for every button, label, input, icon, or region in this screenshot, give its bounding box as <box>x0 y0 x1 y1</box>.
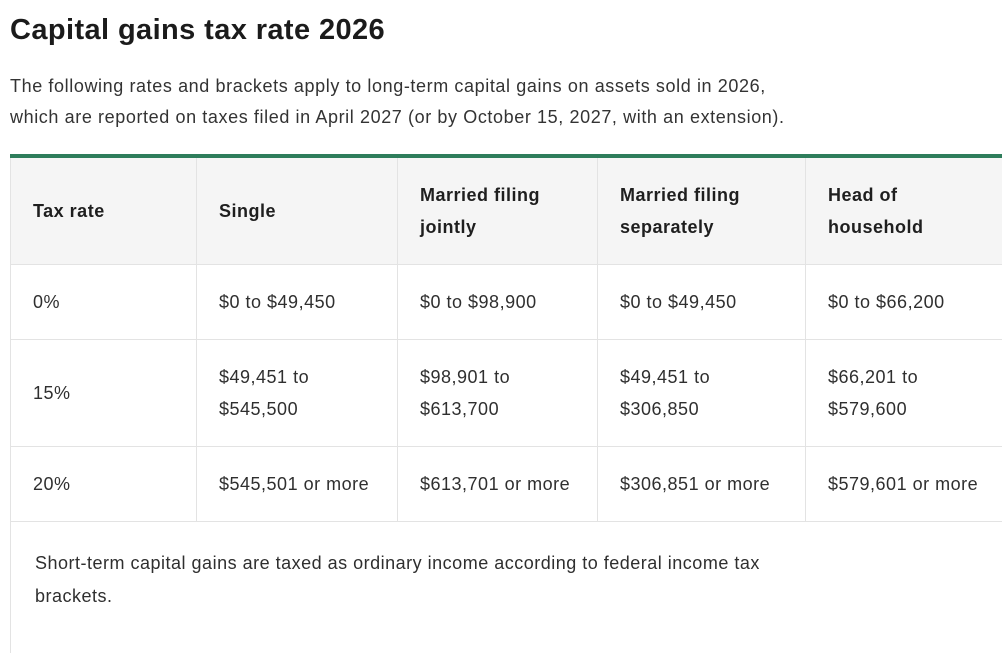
cell-married-jointly: $98,901 to $613,700 <box>397 339 598 447</box>
cell-married-jointly: $0 to $98,900 <box>397 264 598 340</box>
cell-single: $0 to $49,450 <box>196 264 398 340</box>
table-footnote: Short-term capital gains are taxed as or… <box>11 522 1002 654</box>
cell-head-of-household: $579,601 or more <box>805 446 1002 522</box>
footnote-line: brackets. <box>35 586 113 606</box>
cell-head-of-household: $0 to $66,200 <box>805 264 1002 340</box>
intro-line: which are reported on taxes filed in Apr… <box>10 107 785 127</box>
table-row: 20% $545,501 or more $613,701 or more $3… <box>10 446 1002 522</box>
cell-married-separately: $49,451 to $306,850 <box>597 339 806 447</box>
col-header-married-jointly: Married filing jointly <box>397 156 598 265</box>
cell-head-of-household: $66,201 to $579,600 <box>805 339 1002 447</box>
intro-line: The following rates and brackets apply t… <box>10 76 766 96</box>
cell-married-separately: $0 to $49,450 <box>597 264 806 340</box>
cell-married-separately: $306,851 or more <box>597 446 806 522</box>
table-footnote-row: Short-term capital gains are taxed as or… <box>11 522 1002 654</box>
footnote-line: Short-term capital gains are taxed as or… <box>35 553 760 573</box>
cell-single: $49,451 to $545,500 <box>196 339 398 447</box>
col-header-head-of-household: Head of household <box>805 156 1002 265</box>
page-title: Capital gains tax rate 2026 <box>10 14 386 46</box>
table-row: 0% $0 to $49,450 $0 to $98,900 $0 to $49… <box>10 264 1002 340</box>
header-row: Tax rate Single Married filing jointly M… <box>10 156 1002 265</box>
cell-married-jointly: $613,701 or more <box>397 446 598 522</box>
table-header: Tax rate Single Married filing jointly M… <box>10 156 1002 265</box>
cell-rate: 15% <box>10 339 197 447</box>
capital-gains-tax-table: Tax rate Single Married filing jointly M… <box>10 154 1002 653</box>
tax-table-container: Tax rate Single Married filing jointly M… <box>10 154 1002 653</box>
cell-single: $545,501 or more <box>196 446 398 522</box>
table-row: 15% $49,451 to $545,500 $98,901 to $613,… <box>10 339 1002 447</box>
cell-rate: 0% <box>10 264 197 340</box>
col-header-single: Single <box>196 156 398 265</box>
col-header-married-separately: Married filing separately <box>597 156 806 265</box>
table-body: 0% $0 to $49,450 $0 to $98,900 $0 to $49… <box>10 264 1002 654</box>
cell-rate: 20% <box>10 446 197 522</box>
col-header-tax-rate: Tax rate <box>10 156 197 265</box>
intro-paragraph: The following rates and brackets apply t… <box>10 71 1002 133</box>
